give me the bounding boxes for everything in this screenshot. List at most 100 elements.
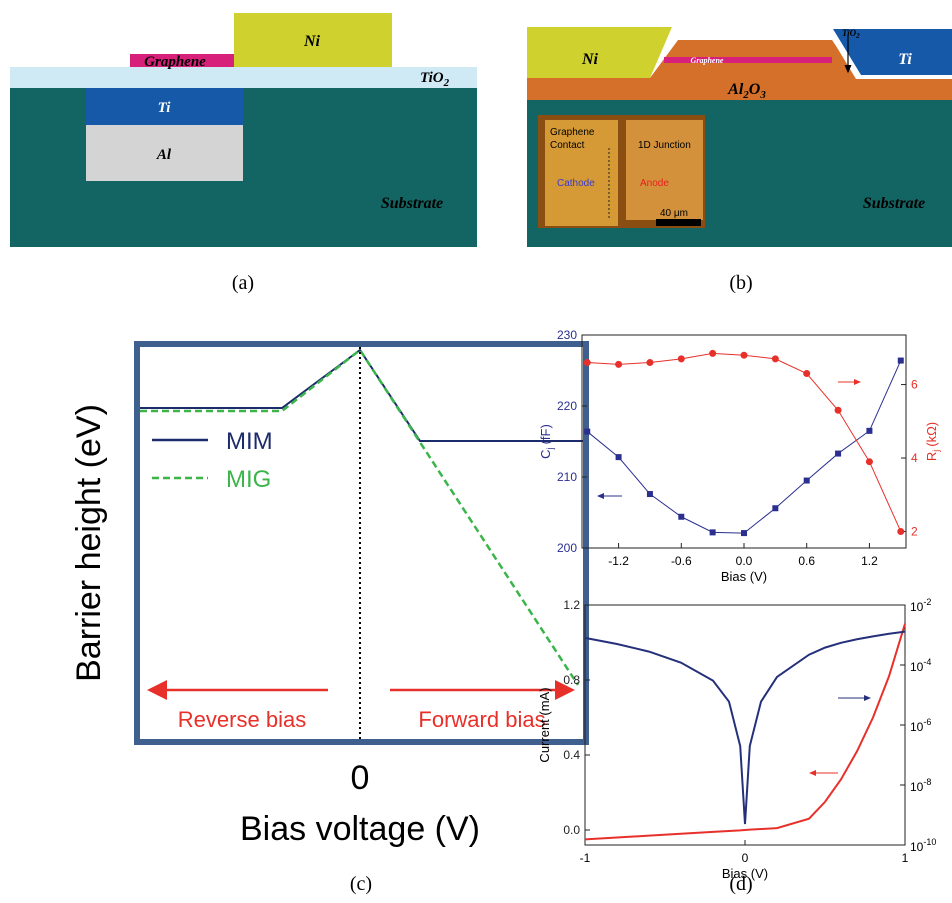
data-point [897,528,904,535]
y2-tick-label: 2 [911,524,918,538]
tio2-layer [10,67,477,88]
data-point [709,350,716,357]
data-point [741,352,748,359]
x-tick-label: 0.6 [798,554,815,568]
axis-label-subscript: j [931,450,941,453]
y-tick-label: 0.4 [563,748,580,762]
x-tick-label: 1.2 [861,554,878,568]
y2-tick-label: 10-4 [910,657,931,674]
label: Al [156,147,172,163]
label: Contact [550,140,585,151]
annotation: Reverse bias [178,707,306,732]
label: 1D Junction [638,140,691,151]
data-point [584,359,591,366]
plot-frame [137,344,586,742]
axis-label-subscript: j [545,447,555,450]
x-axis-label: Bias (V) [721,569,767,584]
panel-b: Ni Graphene Al2O3 TiO2 Ti Substrate Grap… [527,26,952,294]
y2-tick-base: 10 [910,780,924,794]
x-tick-label: -1.2 [608,554,629,568]
label: 40 μm [660,208,688,219]
data-point [741,530,747,536]
y2-tick-label: 10-8 [910,777,931,794]
y-tick-label: 0.8 [563,673,580,687]
y-axis-label: Current (mA) [537,687,552,762]
label: Substrate [863,195,925,212]
anode-pad [626,120,703,220]
y2-tick-base: 10 [910,840,924,854]
scale-bar [656,219,701,226]
y-tick-label: 1.2 [563,598,580,612]
x-tick-label: 1 [902,851,909,865]
label: 3 [759,89,766,101]
label: Anode [640,178,669,189]
label: TiO [842,28,857,38]
y2-tick-label: 10-10 [910,837,936,854]
label: Ti [898,51,912,68]
annotation: Forward bias [418,707,545,732]
x-axis-label: Bias voltage (V) [240,810,480,848]
series-line [585,624,905,840]
label: Graphene [550,127,595,138]
label: TiO [420,70,444,86]
label: Ni [581,51,599,68]
graphene-layer [664,57,832,63]
data-point [835,407,842,414]
data-point [772,505,778,511]
data-point [866,458,873,465]
data-point [898,358,904,364]
legend-label: MIM [226,428,273,455]
y2-tick-exponent: -10 [923,837,936,847]
panel-a: Ni Graphene TiO2 Ti Al Substrate (a) [10,13,477,294]
data-point [772,355,779,362]
mim-line [140,350,583,441]
figure: Ni Graphene TiO2 Ti Al Substrate (a) Ni … [0,0,952,903]
data-point [835,451,841,457]
data-point [678,355,685,362]
label: 2 [855,32,860,40]
data-point [584,429,590,435]
data-point [803,370,810,377]
data-point [646,359,653,366]
x-tick-label: -1 [580,851,591,865]
data-point [647,491,653,497]
y-tick-label: 220 [557,399,577,413]
label: Cathode [557,178,595,189]
y-tick-label: 230 [557,328,577,342]
ni-layer [527,27,672,78]
caption: (a) [232,272,254,294]
axis-label: Cj(fF) [538,424,555,459]
y2-tick-label: 10-2 [910,597,931,614]
x-tick-label: 0 [351,759,370,797]
y-axis-label: Barrier height (eV) [70,404,108,682]
caption: (c) [350,873,372,895]
data-point [804,478,810,484]
axis-label: Rj (kΩ) [924,422,941,461]
caption: (b) [729,272,752,294]
y2-tick-exponent: -8 [923,777,931,787]
y2-tick-base: 10 [910,660,924,674]
substrate [10,88,477,247]
axis-label-text: R [924,452,939,461]
label: 2 [443,77,450,89]
y-tick-label: 0.0 [563,823,580,837]
inset-image: Graphene Contact 1D Junction Cathode Ano… [538,115,705,228]
panel-c: Barrier height (eV) Bias voltage (V) 0 R… [70,344,586,895]
y2-tick-exponent: -2 [923,597,931,607]
label: Al [727,81,744,98]
x-tick-label: -0.6 [671,554,692,568]
label: Graphene [144,54,206,70]
x-tick-label: 0.0 [736,554,753,568]
data-point [710,529,716,535]
label: Graphene [691,56,724,65]
y2-tick-label: 4 [911,451,918,465]
label: Ni [303,33,321,50]
data-point [616,454,622,460]
data-point [678,514,684,520]
data-point [615,361,622,368]
y2-tick-exponent: -4 [923,657,931,667]
label: Ti [158,100,172,116]
data-point [866,428,872,434]
axis-label-units: (kΩ) [924,422,939,447]
